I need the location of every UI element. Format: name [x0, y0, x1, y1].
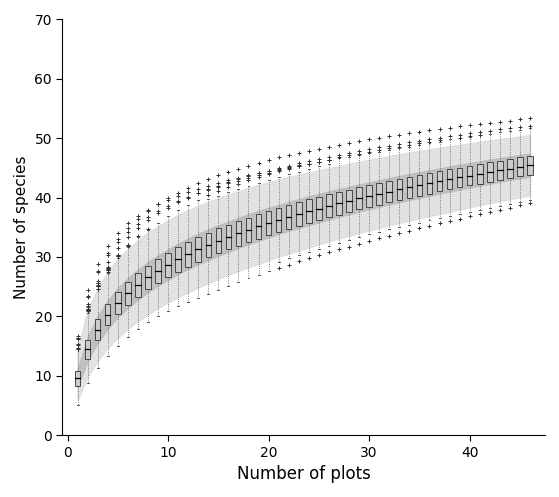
Bar [95, 320, 101, 340]
Bar [457, 167, 462, 187]
Bar [437, 171, 442, 191]
Bar [336, 192, 342, 215]
Bar [85, 340, 91, 358]
Bar [406, 177, 412, 198]
Bar [226, 225, 231, 249]
Bar [326, 194, 331, 217]
Bar [376, 183, 382, 205]
Bar [276, 208, 281, 232]
Bar [427, 173, 432, 194]
Bar [356, 187, 362, 209]
Bar [105, 304, 111, 326]
Bar [196, 237, 201, 262]
Bar [286, 205, 291, 229]
Bar [206, 233, 211, 257]
Bar [115, 292, 121, 314]
Bar [366, 185, 372, 207]
Bar [186, 242, 191, 266]
Bar [155, 258, 161, 283]
Bar [487, 163, 492, 182]
Bar [236, 221, 241, 246]
Bar [467, 166, 472, 185]
X-axis label: Number of plots: Number of plots [237, 465, 371, 483]
Bar [246, 218, 251, 242]
Bar [256, 214, 261, 239]
Bar [416, 175, 422, 196]
Bar [507, 159, 513, 178]
Bar [176, 247, 181, 272]
Bar [497, 161, 503, 180]
Bar [447, 169, 452, 189]
Bar [266, 211, 271, 235]
Bar [386, 181, 392, 202]
Bar [517, 158, 523, 176]
Bar [527, 156, 533, 174]
Bar [145, 265, 151, 289]
Bar [306, 199, 311, 223]
Bar [216, 229, 221, 253]
Bar [135, 273, 141, 297]
Y-axis label: Number of species: Number of species [14, 156, 29, 299]
Bar [346, 189, 352, 212]
Bar [75, 371, 80, 386]
Bar [125, 282, 131, 305]
Bar [165, 252, 171, 277]
Bar [396, 179, 402, 200]
Bar [316, 197, 321, 220]
Bar [477, 164, 482, 183]
Bar [296, 202, 301, 226]
